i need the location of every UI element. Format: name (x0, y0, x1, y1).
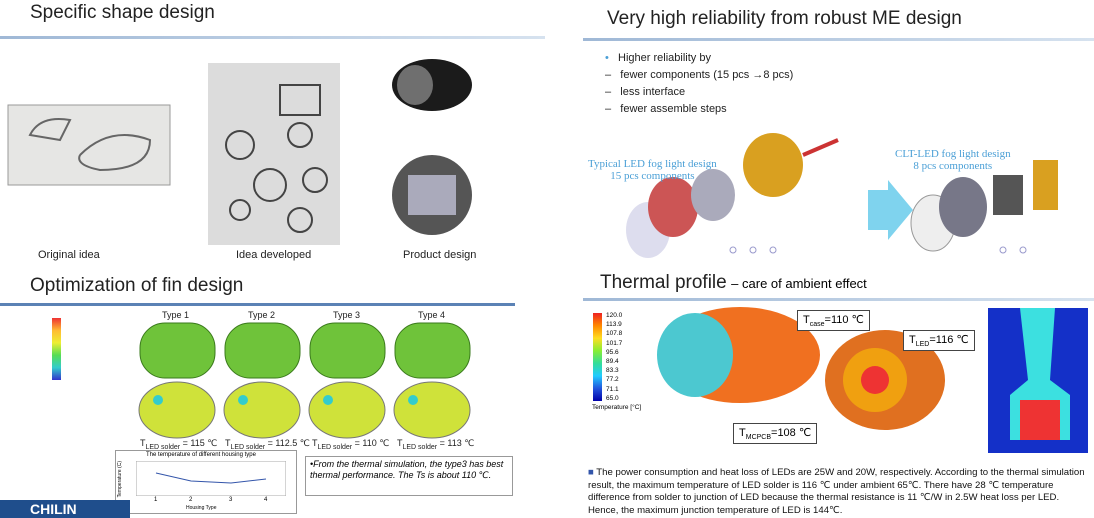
section-title: Optimization of fin design (30, 275, 244, 296)
divider (583, 298, 1094, 301)
symbol: T (803, 314, 810, 326)
temp-label: TLED solder = 113 ℃ (397, 438, 474, 451)
logo: CHILIN (0, 500, 130, 518)
subscript: LED solder (402, 443, 438, 451)
chart-title: The temperature of different housing typ… (146, 452, 256, 458)
value-text: = 115 ℃ (180, 438, 218, 448)
label-line: CLT-LED fog light design (895, 148, 1011, 160)
label-line: 8 pcs components (913, 160, 993, 172)
value-text: =116 ℃ (929, 334, 969, 346)
scale-value: 65.0 (606, 394, 619, 402)
bullets: • Higher reliability by – fewer componen… (605, 50, 793, 118)
subscript: MCPCB (745, 434, 772, 442)
tick: 3 (229, 497, 233, 503)
temp-callout: TLED=116 ℃ (903, 330, 975, 352)
symbol: T (225, 438, 231, 448)
scale-value: 113.9 (606, 321, 622, 329)
temp-label: TLED solder = 115 ℃ (140, 438, 217, 451)
caption: Product design (403, 249, 477, 261)
divider (0, 303, 515, 306)
axis-label: Temperature (C) (117, 461, 123, 498)
note: •From the thermal simulation, the type3 … (305, 456, 513, 496)
label-line: Typical LED fog light design (588, 158, 717, 170)
temp-label: TLED solder = 112.5 ℃ (225, 438, 310, 451)
caption: Original idea (38, 249, 100, 261)
bullet-text: Higher reliability by (618, 52, 711, 64)
subscript: case (809, 321, 825, 329)
scale-value: 120.0 (606, 312, 623, 319)
symbol: T (397, 438, 403, 448)
section-title: Very high reliability from robust ME des… (607, 8, 962, 29)
symbol: T (909, 334, 916, 346)
label: CLT-LED fog light design 8 pcs components (895, 148, 1011, 172)
label-line: 15 pcs components (610, 170, 695, 182)
subscript: LED (915, 341, 930, 349)
title: Thermal profile (600, 272, 727, 293)
symbol: T (739, 427, 746, 439)
subscript: LED solder (317, 443, 353, 451)
section-title: Thermal profile – care of ambient effect (600, 272, 867, 294)
type-label: Type 1 (162, 310, 190, 320)
temp-label: TLED solder = 110 ℃ (312, 438, 389, 451)
type-label: Type 4 (418, 310, 446, 320)
bullet-text: fewer components (15 pcs →8 pcs) (620, 69, 794, 81)
colorbar-label: Temperature [°C] (592, 404, 642, 411)
tick: 4 (264, 497, 268, 503)
bullet-text: fewer assemble steps (620, 103, 727, 115)
value-text: = 110 ℃ (352, 438, 390, 448)
scale-value: 77.2 (606, 376, 619, 384)
scale-value: 107.8 (606, 330, 623, 338)
temp-callout: TMCPCB=108 ℃ (733, 423, 818, 445)
bullet-text: less interface (620, 86, 686, 98)
bullet: • Higher reliability by (605, 52, 711, 64)
subtitle: – care of ambient effect (731, 276, 867, 291)
divider (583, 38, 1094, 41)
temp-callout: Tcase=110 ℃ (797, 310, 870, 332)
paragraph: ■ The power consumption and heat loss of… (588, 467, 1085, 516)
value-text: =108 ℃ (771, 427, 812, 439)
scale-value: 95.6 (606, 348, 619, 356)
caption: Idea developed (236, 249, 312, 261)
value-text: = 112.5 ℃ (265, 438, 310, 448)
subscript: LED solder (230, 443, 266, 451)
scale-value: 71.1 (606, 385, 619, 393)
bullet: – less interface (605, 86, 686, 98)
colorbar (593, 313, 602, 401)
symbol: T (312, 438, 318, 448)
fin-models (138, 322, 471, 439)
scale-value: 83.3 (606, 367, 619, 375)
type-label: Type 2 (248, 310, 276, 320)
bullet: – fewer assemble steps (605, 103, 727, 115)
divider (0, 36, 545, 39)
section-title: Specific shape design (30, 2, 215, 23)
paragraph-text: The power consumption and heat loss of L… (588, 467, 1085, 516)
tick: 1 (154, 497, 158, 503)
colorbar (52, 318, 61, 380)
scale-value: 101.7 (606, 339, 623, 347)
axis-label: Housing Type (186, 505, 217, 511)
tick: 2 (189, 497, 193, 503)
symbol: T (140, 438, 146, 448)
exploded-view (626, 133, 1058, 258)
bullet: – fewer components (15 pcs →8 pcs) (605, 69, 794, 81)
scale-value: 89.4 (606, 358, 619, 366)
label: Typical LED fog light design 15 pcs compo… (588, 158, 717, 182)
value-text: =110 ℃ (824, 314, 864, 326)
plot (136, 461, 286, 496)
colorbar-labels: 120.0 113.9 107.8 101.7 95.6 89.4 83.3 77.2 71.1… (606, 311, 622, 403)
shape-images (7, 59, 472, 245)
subscript: LED solder (145, 443, 181, 451)
thermal-images (657, 307, 1088, 453)
value-text: = 113 ℃ (437, 438, 475, 448)
type-label: Type 3 (333, 310, 361, 320)
mini-chart: The temperature of different housing typ… (115, 450, 297, 514)
